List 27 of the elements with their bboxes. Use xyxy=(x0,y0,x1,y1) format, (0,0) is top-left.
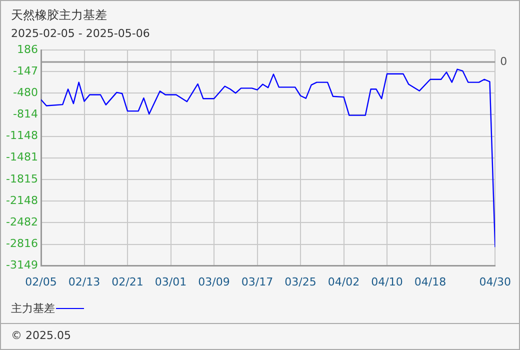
ref-line-label: 0 xyxy=(500,54,508,68)
y-tick-label: -1481 xyxy=(6,150,38,164)
x-tick-label: 02/05 xyxy=(25,275,57,288)
x-tick-label: 04/02 xyxy=(328,275,360,288)
x-tick-label: 02/21 xyxy=(112,275,144,288)
y-tick-label: -2148 xyxy=(6,194,38,207)
chart-subtitle: 2025-02-05 - 2025-05-06 xyxy=(11,27,150,40)
y-tick-label: -480 xyxy=(13,86,38,99)
y-tick-label: -1815 xyxy=(6,172,38,186)
legend-label: 主力基差 xyxy=(11,301,55,316)
y-tick-label: 186 xyxy=(17,42,38,56)
y-tick-label: -3149 xyxy=(6,258,38,272)
x-tick-label: 03/25 xyxy=(284,275,316,288)
text: © 2025.05 xyxy=(1,323,519,347)
x-tick-label: 04/18 xyxy=(414,275,446,288)
y-tick-label: -2816 xyxy=(6,237,38,250)
y-tick-label: -147 xyxy=(13,64,38,78)
x-tick-label: 03/09 xyxy=(198,275,230,288)
x-tick-label: 04/10 xyxy=(371,275,403,288)
chart-title: 天然橡胶主力基差 xyxy=(11,7,107,24)
y-tick-label: -2482 xyxy=(6,216,38,228)
x-tick-label: 03/01 xyxy=(154,275,187,288)
x-tick-label: 03/17 xyxy=(241,275,274,288)
y-tick-label: -1148 xyxy=(6,129,38,142)
x-tick-label: 04/30 xyxy=(479,275,511,288)
y-tick-label: -814 xyxy=(13,108,38,121)
x-tick-label: 02/13 xyxy=(68,275,100,288)
